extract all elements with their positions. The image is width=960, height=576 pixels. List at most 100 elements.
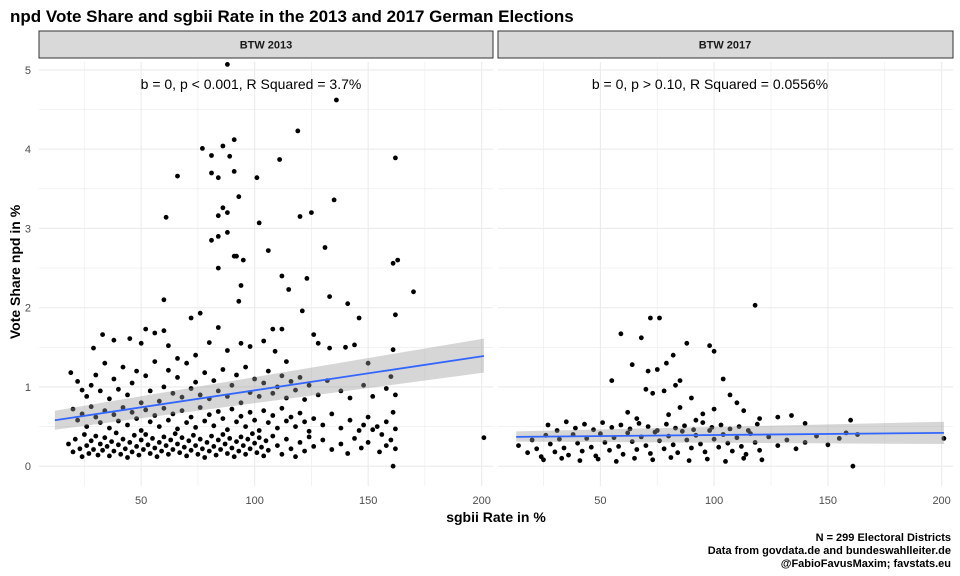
- data-point: [745, 428, 751, 433]
- data-point: [70, 406, 76, 412]
- data-point: [625, 409, 631, 415]
- data-point: [84, 424, 90, 429]
- x-tick-label: 100: [705, 495, 723, 507]
- trend-line: [54, 355, 485, 422]
- data-point: [850, 463, 856, 469]
- data-point: [170, 447, 176, 452]
- data-point: [211, 444, 217, 449]
- caption-line-3: @FabioFavusMaxim; favstats.eu: [781, 558, 951, 570]
- data-point: [365, 360, 371, 366]
- data-point: [743, 451, 749, 457]
- data-point: [191, 432, 196, 438]
- caption-line-1: N = 299 Electoral Districts: [816, 532, 951, 544]
- data-point: [186, 438, 192, 444]
- data-point: [836, 436, 842, 441]
- data-point: [147, 388, 153, 394]
- data-point: [227, 436, 233, 441]
- data-point: [547, 441, 553, 447]
- data-point: [383, 386, 389, 391]
- data-point: [636, 421, 642, 426]
- data-point: [666, 412, 671, 418]
- data-point: [154, 454, 160, 460]
- data-point: [156, 440, 162, 445]
- x-tick-label: 100: [245, 495, 263, 507]
- data-point: [673, 382, 678, 388]
- data-point: [102, 435, 108, 441]
- data-point: [645, 424, 651, 429]
- data-point: [113, 430, 119, 436]
- data-point: [197, 392, 203, 398]
- data-point: [700, 411, 706, 417]
- data-point: [225, 348, 230, 353]
- data-point: [691, 427, 696, 433]
- data-point: [107, 453, 112, 459]
- data-point: [573, 425, 578, 431]
- data-point: [236, 448, 242, 454]
- data-point: [352, 342, 357, 348]
- data-point: [734, 435, 740, 441]
- data-point: [93, 372, 99, 378]
- data-point: [120, 364, 126, 370]
- data-point: [334, 97, 339, 103]
- data-point: [554, 428, 560, 433]
- data-point: [766, 434, 772, 440]
- data-point: [170, 411, 176, 417]
- data-point: [175, 441, 180, 447]
- data-point: [529, 437, 535, 443]
- data-point: [682, 423, 687, 429]
- data-point: [209, 433, 214, 439]
- data-point: [563, 419, 569, 425]
- data-point: [327, 294, 332, 299]
- data-point: [265, 420, 271, 425]
- data-point: [609, 425, 615, 430]
- data-point: [179, 408, 185, 414]
- data-point: [673, 425, 678, 431]
- data-point: [141, 447, 146, 452]
- data-point: [393, 312, 398, 318]
- data-point: [638, 335, 644, 341]
- data-point: [279, 405, 285, 411]
- data-point: [566, 452, 571, 458]
- data-point: [254, 450, 260, 456]
- data-point: [97, 420, 103, 425]
- data-point: [188, 386, 194, 391]
- data-point: [279, 273, 285, 279]
- y-tick-label: 3: [25, 223, 31, 235]
- data-point: [179, 394, 185, 400]
- data-point: [195, 451, 201, 457]
- data-point: [356, 428, 362, 433]
- data-point: [741, 455, 747, 461]
- data-point: [302, 419, 307, 425]
- x-tick-label: 150: [819, 495, 837, 507]
- data-point: [134, 444, 140, 449]
- data-point: [297, 214, 303, 219]
- data-point: [252, 417, 257, 423]
- data-point: [370, 427, 376, 433]
- data-point: [602, 440, 608, 445]
- data-point: [175, 426, 180, 432]
- data-point: [116, 386, 121, 392]
- data-point: [227, 153, 233, 159]
- data-point: [393, 155, 398, 161]
- data-point: [670, 352, 676, 358]
- data-point: [136, 452, 142, 458]
- data-point: [757, 416, 762, 421]
- data-point: [759, 457, 765, 463]
- data-point: [338, 441, 344, 447]
- data-point: [293, 424, 298, 429]
- data-point: [168, 437, 174, 443]
- data-point: [561, 445, 567, 451]
- data-point: [261, 338, 267, 344]
- data-point: [356, 315, 362, 321]
- confidence-band: [516, 421, 944, 444]
- data-point: [632, 455, 637, 461]
- data-point: [345, 451, 351, 456]
- data-point: [304, 276, 310, 281]
- data-point: [204, 440, 210, 445]
- data-point: [802, 421, 808, 426]
- data-point: [234, 419, 239, 425]
- data-point: [143, 326, 149, 332]
- data-point: [240, 443, 246, 448]
- data-point: [272, 348, 278, 354]
- data-point: [175, 375, 180, 380]
